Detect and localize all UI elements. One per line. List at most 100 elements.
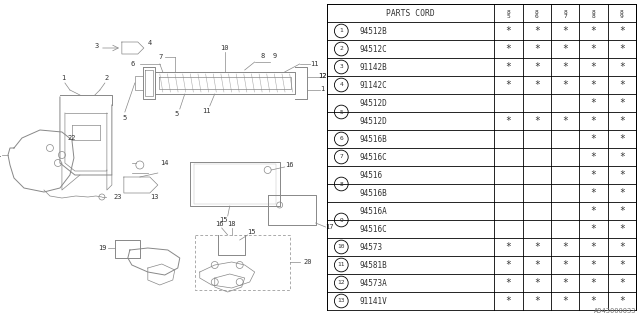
Text: *: *: [619, 296, 625, 306]
Text: 20: 20: [303, 259, 312, 265]
Text: 3: 3: [95, 43, 99, 49]
Text: 8: 8: [591, 14, 595, 20]
Text: 8: 8: [506, 10, 510, 14]
Text: *: *: [619, 206, 625, 216]
Text: *: *: [534, 44, 540, 54]
Text: *: *: [506, 26, 511, 36]
Text: 17: 17: [325, 224, 334, 230]
Text: 94573A: 94573A: [360, 278, 387, 287]
Text: *: *: [591, 26, 596, 36]
Text: 23: 23: [114, 194, 122, 200]
Text: 1: 1: [339, 28, 343, 34]
Text: *: *: [534, 260, 540, 270]
Text: 3: 3: [339, 65, 343, 69]
Text: *: *: [591, 206, 596, 216]
Text: *: *: [562, 296, 568, 306]
Text: 1: 1: [321, 86, 324, 92]
Text: 11: 11: [202, 108, 211, 114]
Text: *: *: [591, 44, 596, 54]
Text: 94512C: 94512C: [360, 44, 387, 53]
Text: 5: 5: [506, 14, 510, 20]
Text: *: *: [619, 152, 625, 162]
Text: 13: 13: [337, 299, 345, 303]
Text: 94516B: 94516B: [360, 134, 387, 143]
Text: 18: 18: [227, 221, 236, 227]
Text: *: *: [591, 134, 596, 144]
Text: 94516B: 94516B: [360, 188, 387, 197]
Text: *: *: [506, 44, 511, 54]
Text: *: *: [591, 296, 596, 306]
Text: 7: 7: [159, 54, 163, 60]
Text: *: *: [506, 260, 511, 270]
Text: 94516C: 94516C: [360, 153, 387, 162]
Text: *: *: [506, 62, 511, 72]
Text: 16: 16: [285, 162, 294, 168]
Text: 9: 9: [620, 14, 623, 20]
Text: 9: 9: [273, 53, 276, 59]
Text: *: *: [562, 62, 568, 72]
Text: *: *: [619, 80, 625, 90]
Text: 94512D: 94512D: [360, 99, 387, 108]
Text: 5: 5: [339, 109, 343, 115]
Text: 91141V: 91141V: [360, 297, 387, 306]
Text: *: *: [506, 80, 511, 90]
Text: *: *: [562, 116, 568, 126]
Text: 13: 13: [150, 194, 159, 200]
Text: *: *: [619, 260, 625, 270]
Text: 4: 4: [148, 40, 152, 46]
Text: 12: 12: [318, 73, 327, 79]
Text: 94516: 94516: [360, 171, 383, 180]
Text: *: *: [591, 170, 596, 180]
Text: A943000033: A943000033: [593, 308, 636, 314]
Text: 94516A: 94516A: [360, 206, 387, 215]
Text: *: *: [534, 278, 540, 288]
Text: 91142B: 91142B: [360, 62, 387, 71]
Text: *: *: [534, 26, 540, 36]
Text: 16: 16: [216, 221, 224, 227]
Text: *: *: [619, 116, 625, 126]
Text: 15: 15: [220, 217, 228, 223]
Text: *: *: [534, 242, 540, 252]
Text: 94512B: 94512B: [360, 27, 387, 36]
Text: 8: 8: [563, 10, 567, 14]
Text: 5: 5: [123, 115, 127, 121]
Text: PARTS CORD: PARTS CORD: [387, 9, 435, 18]
Text: 15: 15: [248, 229, 256, 235]
Text: 6: 6: [131, 61, 135, 67]
Text: 8: 8: [620, 10, 623, 14]
Text: *: *: [619, 44, 625, 54]
Text: 94573: 94573: [360, 243, 383, 252]
Text: 2: 2: [105, 75, 109, 81]
Text: 94516C: 94516C: [360, 225, 387, 234]
Text: *: *: [562, 242, 568, 252]
Text: *: *: [562, 278, 568, 288]
Text: *: *: [591, 224, 596, 234]
Text: *: *: [506, 242, 511, 252]
Text: *: *: [591, 152, 596, 162]
Text: *: *: [619, 188, 625, 198]
Text: 8: 8: [260, 53, 265, 59]
Text: 9: 9: [339, 218, 343, 222]
Text: 21: 21: [0, 152, 3, 158]
Text: *: *: [591, 242, 596, 252]
Text: *: *: [562, 80, 568, 90]
Text: 11: 11: [310, 61, 319, 67]
Text: *: *: [619, 26, 625, 36]
Text: 8: 8: [535, 10, 539, 14]
Text: 10: 10: [220, 45, 229, 51]
Text: *: *: [591, 278, 596, 288]
Text: *: *: [591, 80, 596, 90]
Text: *: *: [591, 260, 596, 270]
Text: 12: 12: [318, 73, 327, 79]
Text: *: *: [534, 62, 540, 72]
Text: 11: 11: [337, 262, 345, 268]
Text: *: *: [619, 170, 625, 180]
Text: *: *: [619, 242, 625, 252]
Text: *: *: [591, 98, 596, 108]
Text: *: *: [619, 278, 625, 288]
Text: 10: 10: [337, 244, 345, 250]
Text: 22: 22: [68, 135, 76, 141]
Text: 14: 14: [161, 160, 169, 166]
Text: *: *: [534, 296, 540, 306]
Text: 2: 2: [339, 46, 343, 52]
